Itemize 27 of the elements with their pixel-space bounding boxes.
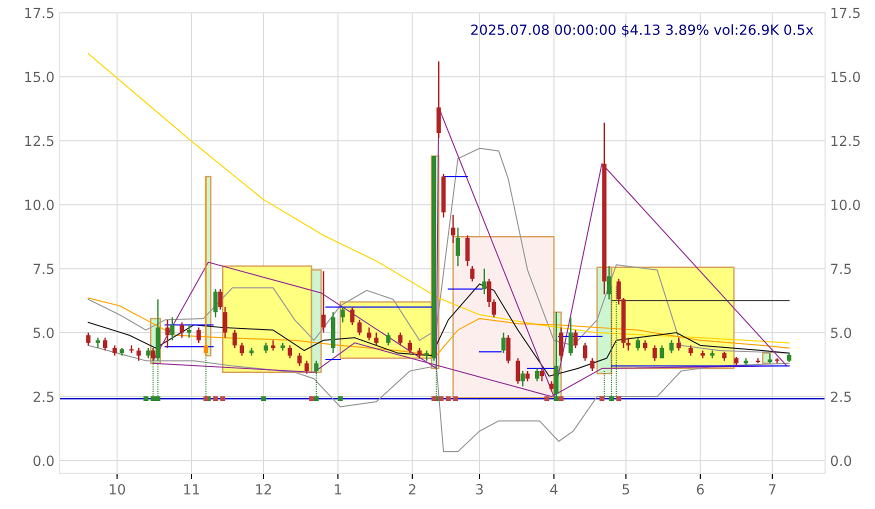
y2-tick-label: 5.0: [831, 328, 852, 338]
x-tick-label: 1: [335, 484, 342, 494]
y-tick-label: 17.5: [25, 8, 54, 18]
y-tick-label: 7.5: [34, 264, 54, 274]
x-tick-label: 3: [476, 484, 483, 495]
y-tick-label: 0.0: [33, 456, 54, 466]
x-tick-label: 4: [550, 484, 558, 494]
x-tick-label: 7: [769, 484, 776, 494]
x-tick-label: 6: [696, 484, 704, 495]
y2-tick-label: 2.5: [831, 392, 851, 402]
x-tick-label: 10: [110, 484, 126, 495]
y2-tick-label: 0.0: [830, 456, 852, 466]
x-tick-label: 12: [256, 484, 271, 494]
y-tick-label: 5.0: [34, 328, 54, 338]
x-tick-label: 11: [184, 484, 200, 494]
y-tick-label: 12.5: [25, 136, 54, 146]
y2-tick-label: 17.5: [832, 8, 860, 18]
x-tick-label: 2: [408, 484, 416, 494]
y2-tick-label: 12.5: [832, 136, 860, 146]
y2-tick-label: 7.5: [831, 264, 851, 274]
y-tick-label: 15.0: [25, 72, 54, 82]
x-tick-label: 5: [622, 484, 630, 495]
y2-tick-label: 15.0: [832, 72, 860, 82]
y2-tick-label: 10.0: [832, 200, 860, 210]
y-tick-label: 2.5: [34, 392, 54, 402]
text: 2025.07.08 00:00:00 $4.13 3.89% vol:26.9K 0.5x: [471, 24, 814, 37]
y-tick-label: 10.0: [25, 200, 54, 210]
